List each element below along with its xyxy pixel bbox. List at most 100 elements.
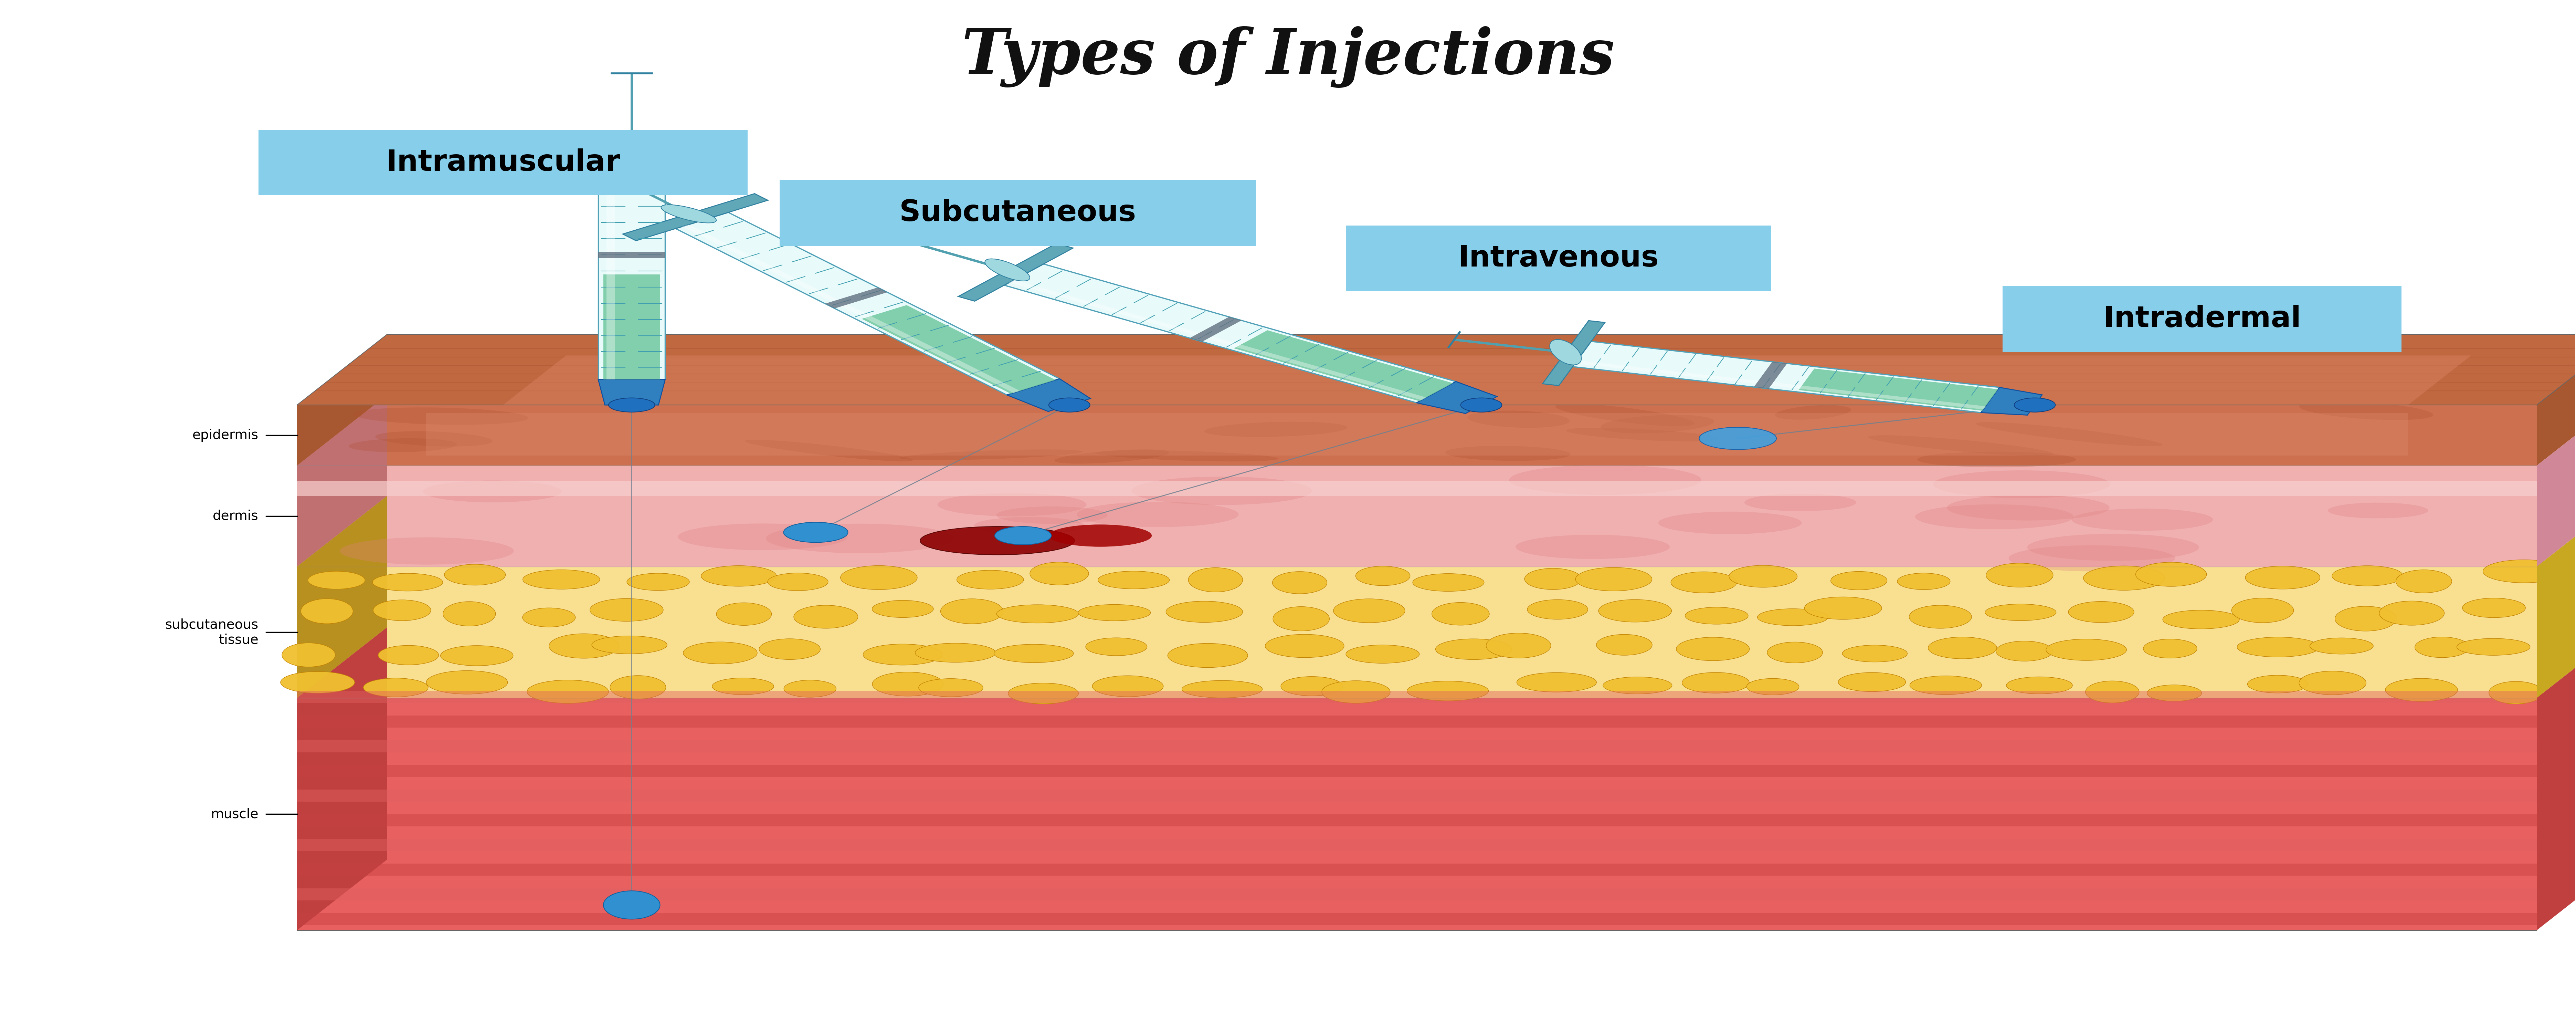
Ellipse shape [523,608,574,627]
Ellipse shape [2146,685,2202,701]
Ellipse shape [2385,678,2458,701]
Ellipse shape [783,680,837,697]
Ellipse shape [765,523,953,554]
Ellipse shape [2378,601,2445,625]
Ellipse shape [1273,606,1329,630]
Ellipse shape [549,634,618,658]
Ellipse shape [920,679,984,697]
Ellipse shape [1868,435,2053,455]
Ellipse shape [626,573,690,590]
Text: dermis: dermis [214,510,258,522]
Ellipse shape [1602,677,1672,694]
Polygon shape [824,287,886,309]
Ellipse shape [603,891,659,919]
Ellipse shape [2246,566,2318,589]
Polygon shape [1543,321,1605,386]
Polygon shape [296,740,2537,752]
Ellipse shape [1280,677,1342,696]
Ellipse shape [1188,568,1242,592]
Polygon shape [1981,388,2043,415]
Ellipse shape [1345,645,1419,663]
Polygon shape [2537,627,2576,930]
Ellipse shape [1468,411,1569,428]
Ellipse shape [1566,428,1718,441]
Ellipse shape [873,672,943,696]
Text: Intradermal: Intradermal [2102,305,2300,333]
FancyBboxPatch shape [258,130,747,195]
Polygon shape [675,213,1059,395]
Ellipse shape [994,645,1074,663]
Ellipse shape [2027,534,2200,561]
Ellipse shape [1927,637,1996,659]
Polygon shape [1005,264,1455,403]
Ellipse shape [1700,427,1777,449]
Ellipse shape [940,599,1002,623]
Ellipse shape [1909,605,1971,628]
Ellipse shape [711,678,773,694]
Polygon shape [1754,362,1788,389]
Ellipse shape [997,506,1108,524]
Ellipse shape [1406,681,1489,700]
Polygon shape [605,146,616,380]
Ellipse shape [2334,606,2396,631]
Ellipse shape [1525,569,1582,590]
Ellipse shape [1672,572,1736,593]
Polygon shape [296,405,2537,466]
Polygon shape [1190,317,1242,342]
Ellipse shape [744,440,912,461]
Ellipse shape [1984,604,2056,620]
Ellipse shape [2396,570,2452,593]
Ellipse shape [1007,683,1079,703]
Ellipse shape [1682,672,1749,693]
Ellipse shape [2298,671,2365,695]
Polygon shape [296,334,2576,405]
Ellipse shape [363,678,428,697]
Ellipse shape [1842,645,1906,662]
Ellipse shape [528,680,608,703]
Ellipse shape [2246,675,2308,693]
Polygon shape [425,413,2409,455]
Ellipse shape [938,493,1087,516]
Ellipse shape [340,537,513,565]
Ellipse shape [348,438,456,452]
Ellipse shape [353,408,528,425]
Ellipse shape [873,600,933,617]
Ellipse shape [899,449,1082,460]
Polygon shape [296,466,2537,567]
Ellipse shape [1914,504,2074,529]
Text: Subcutaneous: Subcutaneous [899,198,1136,228]
Polygon shape [502,355,2470,405]
Ellipse shape [2136,563,2205,586]
Polygon shape [296,863,2537,875]
Ellipse shape [1917,451,2076,468]
Ellipse shape [2483,560,2566,583]
Polygon shape [2537,496,2576,698]
Ellipse shape [592,636,667,654]
Ellipse shape [1167,644,1247,668]
Ellipse shape [1412,574,1484,591]
Polygon shape [603,274,659,380]
Ellipse shape [1273,572,1327,594]
Ellipse shape [301,599,353,623]
Ellipse shape [281,643,335,667]
Ellipse shape [1517,673,1597,692]
Ellipse shape [1355,566,1409,586]
Ellipse shape [956,571,1023,589]
Ellipse shape [1334,599,1404,622]
Ellipse shape [309,572,366,589]
Ellipse shape [1744,494,1855,511]
Ellipse shape [1030,562,1090,585]
Ellipse shape [422,481,562,502]
Ellipse shape [1685,607,1749,624]
Ellipse shape [914,644,997,662]
Ellipse shape [1976,422,2161,446]
Ellipse shape [2009,545,2174,572]
Ellipse shape [1048,398,1090,412]
Ellipse shape [1265,635,1345,658]
Polygon shape [296,334,386,466]
Text: subcutaneous
tissue: subcutaneous tissue [165,618,258,647]
Ellipse shape [1131,477,1311,505]
Ellipse shape [1515,534,1669,559]
Ellipse shape [1986,564,2053,587]
Ellipse shape [863,644,943,665]
